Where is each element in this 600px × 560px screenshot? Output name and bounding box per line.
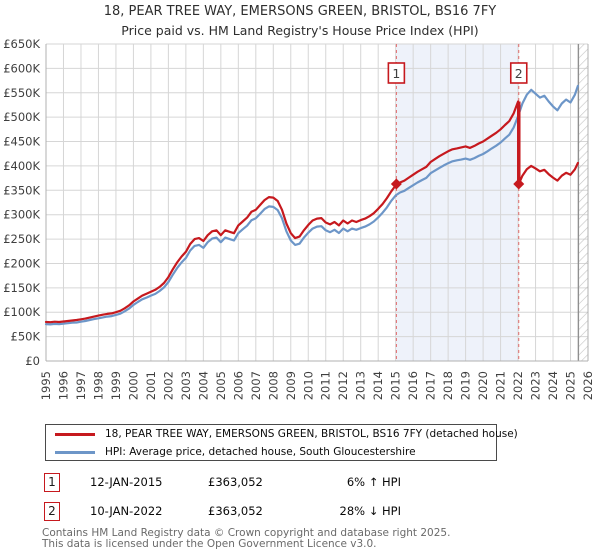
svg-text:2015: 2015 — [389, 371, 403, 400]
svg-text:2025: 2025 — [564, 371, 578, 400]
x-axis-labels: 1995 1996 1997 1998 1999 2000 2001 2002 2003 2004… — [39, 371, 595, 400]
hpi-line — [44, 84, 580, 326]
sale-flag-number-1: 1 — [392, 66, 400, 81]
svg-text:1999: 1999 — [109, 371, 123, 400]
svg-text:2016: 2016 — [406, 371, 420, 400]
svg-text:2011: 2011 — [319, 371, 333, 400]
sale-flag-1: 1 — [44, 473, 60, 492]
svg-text:1998: 1998 — [91, 371, 105, 400]
y-axis-labels: £650K £600K £550K £500K £450K £400K £350K £300K… — [3, 37, 40, 368]
svg-text:2006: 2006 — [231, 371, 245, 400]
svg-text:2004: 2004 — [196, 371, 210, 400]
svg-text:£400K: £400K — [3, 159, 40, 173]
footer-line-1: Contains HM Land Registry data © Crown c… — [42, 527, 451, 539]
sale-flag-number-2: 2 — [515, 66, 523, 81]
hpi-shaded-period — [396, 44, 519, 361]
svg-text:£300K: £300K — [3, 208, 40, 222]
svg-text:2021: 2021 — [494, 371, 508, 400]
sale-annotation-2: 2 10-JAN-2022 £363,052 28% ↓ HPI — [44, 502, 564, 522]
svg-text:£50K: £50K — [11, 330, 41, 344]
svg-text:£450K: £450K — [3, 135, 40, 149]
svg-text:2007: 2007 — [249, 371, 263, 400]
svg-text:2019: 2019 — [459, 371, 473, 400]
sale-date-1: 12-JAN-2015 — [90, 475, 163, 489]
svg-text:2009: 2009 — [284, 371, 298, 400]
legend-label-price: 18, PEAR TREE WAY, EMERSONS GREEN, BRIST… — [105, 428, 518, 440]
svg-text:£150K: £150K — [3, 281, 40, 295]
sale-price-1: £363,052 — [208, 475, 263, 489]
sale-date-2: 10-JAN-2022 — [90, 504, 163, 518]
license-footer: Contains HM Land Registry data © Crown c… — [42, 528, 450, 549]
svg-text:£500K: £500K — [3, 110, 40, 124]
price-line — [44, 100, 580, 324]
svg-text:£600K: £600K — [3, 61, 40, 75]
svg-text:2014: 2014 — [371, 371, 385, 400]
future-hatch-region — [578, 44, 588, 361]
svg-text:2022: 2022 — [511, 371, 525, 400]
svg-text:2013: 2013 — [354, 371, 368, 400]
svg-text:2026: 2026 — [581, 371, 595, 400]
svg-text:1997: 1997 — [74, 371, 88, 400]
svg-text:£650K: £650K — [3, 37, 40, 51]
svg-text:£350K: £350K — [3, 183, 40, 197]
page-subtitle: Price paid vs. HM Land Registry's House … — [121, 23, 479, 38]
chart-legend: 18, PEAR TREE WAY, EMERSONS GREEN, BRIST… — [45, 424, 518, 461]
sale-price-2: £363,052 — [208, 504, 263, 518]
svg-text:2002: 2002 — [161, 371, 175, 400]
svg-text:2010: 2010 — [301, 371, 315, 400]
sale-flag-box-2 — [509, 62, 528, 84]
svg-text:2008: 2008 — [266, 371, 280, 400]
legend-row-hpi: HPI: Average price, detached house, Sout… — [46, 443, 496, 461]
gridlines — [45, 43, 589, 362]
plot-border — [45, 44, 589, 362]
svg-text:1996: 1996 — [56, 371, 70, 400]
legend-label-hpi: HPI: Average price, detached house, Sout… — [105, 446, 416, 458]
sale-flag-box-1 — [387, 62, 406, 84]
svg-text:2018: 2018 — [441, 371, 455, 400]
svg-text:2024: 2024 — [546, 371, 560, 400]
sale-annotation-1: 1 12-JAN-2015 £363,052 6% ↑ HPI — [44, 473, 564, 493]
svg-text:£250K: £250K — [3, 232, 40, 246]
sale-flag-2: 2 — [44, 502, 60, 521]
sale-hpi-note-2: 28% ↓ HPI — [339, 504, 401, 518]
svg-text:2020: 2020 — [476, 371, 490, 400]
svg-text:£550K: £550K — [3, 86, 40, 100]
sale-hpi-note-1: 6% ↑ HPI — [346, 475, 401, 489]
footer-line-2: This data is licensed under the Open Gov… — [42, 537, 377, 550]
svg-text:2023: 2023 — [529, 371, 543, 400]
hpi-line-swatch — [55, 450, 95, 454]
svg-text:£200K: £200K — [3, 256, 40, 270]
legend-row-price: 18, PEAR TREE WAY, EMERSONS GREEN, BRIST… — [46, 425, 518, 443]
svg-text:2000: 2000 — [126, 371, 140, 400]
price-history-chart: 1 2 £650K £600K £550K £500K £450K £400K £350K £30… — [3, 37, 595, 400]
page-title: 18, PEAR TREE WAY, EMERSONS GREEN, BRIST… — [103, 4, 497, 19]
svg-text:£0: £0 — [25, 354, 40, 368]
svg-text:2001: 2001 — [144, 371, 158, 400]
svg-text:2017: 2017 — [424, 371, 438, 400]
svg-text:£100K: £100K — [3, 305, 40, 319]
svg-text:2012: 2012 — [336, 371, 350, 400]
svg-text:2005: 2005 — [214, 371, 228, 400]
svg-text:1995: 1995 — [39, 371, 53, 400]
price-line-swatch — [55, 432, 95, 436]
sale-marker-1 — [390, 178, 402, 190]
sale-marker-2 — [513, 178, 525, 190]
svg-text:2003: 2003 — [179, 371, 193, 400]
